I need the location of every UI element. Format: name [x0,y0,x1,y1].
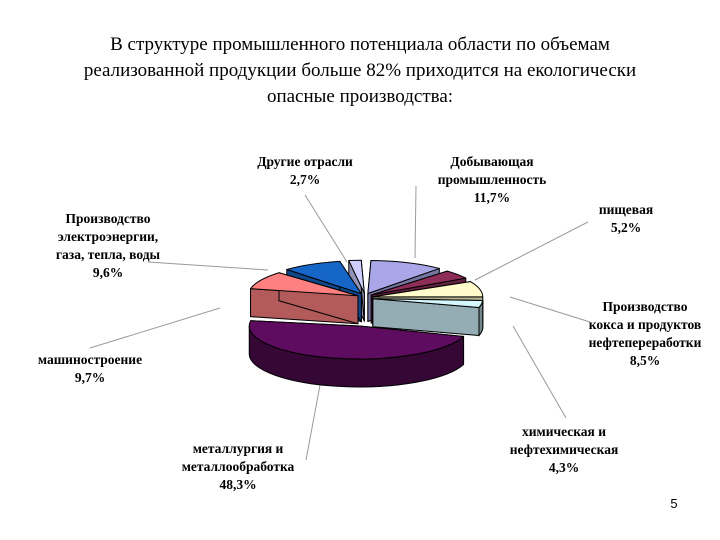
slice-name-4-1: металлообработка [182,459,295,474]
slice-value-3: 4,3% [549,460,579,475]
slice-2 [372,281,484,298]
slice-3 [372,298,484,308]
slice-4 [248,320,465,360]
slice-1 [370,270,467,296]
slice-name-2-2: нефтепереработки [589,335,702,350]
leader-line-1 [474,221,589,281]
slice-name-2-1: кокса и продуктов [589,317,701,332]
slice-0 [367,260,440,295]
slice-name-3-1: нефтехимическая [510,442,619,457]
leader-line-6 [147,261,269,271]
slice-value-5: 9,7% [75,370,105,385]
slice-name-4-0: металлургия и [193,441,284,456]
pie-label-group: Добывающая промышленность 11,7% пищевая 5,2%… [38,154,702,492]
slice-value-1: 5,2% [611,220,641,235]
slice-name-5-0: машиностроение [38,352,142,367]
leader-line-7 [304,194,348,263]
slice-6 [286,260,362,295]
slice-name-6-0: Производство [66,211,151,226]
slice-name-6-2: газа, тепла, воды [56,247,161,262]
slice-name-2-0: Производство [603,299,688,314]
slice-label-3: химическая и нефтехимическая 4,3% [510,424,619,475]
slice-label-4: металлургия и металлообработка 48,3% [182,441,295,492]
slide-title: В структуре промышленного потенциала обл… [83,34,637,107]
slice-label-5: машиностроение 9,7% [38,352,142,385]
slice-name-7-0: Другие отрасли [257,154,353,169]
slice-name-0-0: Добывающая [450,154,533,169]
slice-name-0-1: промышленность [438,172,547,187]
pie-top-group [248,259,484,360]
leader-line-3 [512,325,567,419]
pie-leader-group [89,185,591,461]
slice-value-0: 11,7% [474,190,510,205]
slice-value-2: 8,5% [630,353,660,368]
slice-7 [348,259,365,294]
slice-value-4: 48,3% [219,477,256,492]
slice-name-6-1: электроэнергии, [58,229,158,244]
slice-name-1-0: пищевая [599,202,653,217]
leader-line-0 [414,185,417,259]
slice-label-0: Добывающая промышленность 11,7% [438,154,547,205]
slice-name-3-0: химическая и [522,424,606,439]
slice-value-6: 9,6% [93,265,123,280]
page-number: 5 [670,496,678,511]
slice-5 [250,272,359,297]
slice-label-7: Другие отрасли 2,7% [257,154,353,187]
slice-label-2: Производство кокса и продуктов нефтеперера… [589,299,702,368]
slice-label-6: Производство электроэнергии, газа, тепла, … [56,211,161,280]
slice-label-1: пищевая 5,2% [599,202,653,235]
slice-value-7: 2,7% [290,172,320,187]
leader-line-5 [89,307,221,349]
leader-line-4 [305,384,321,461]
leader-line-2 [509,296,591,323]
